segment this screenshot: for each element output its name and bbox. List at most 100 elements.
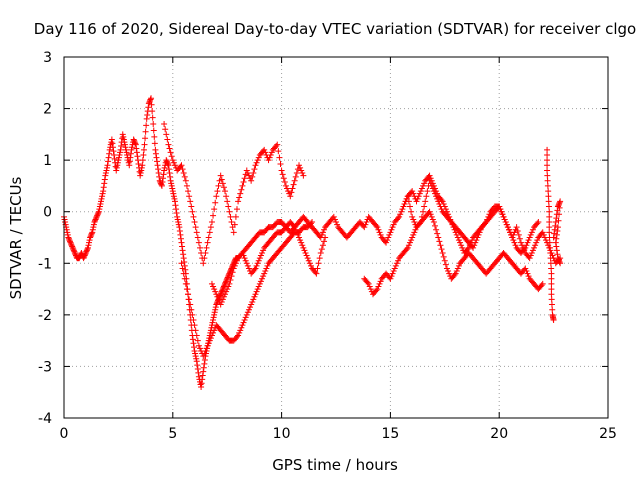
data-point [227, 277, 234, 284]
data-point [399, 206, 406, 213]
data-point [106, 150, 113, 157]
data-point [257, 278, 264, 285]
data-point [496, 203, 503, 210]
data-point [101, 176, 108, 183]
data-layer [61, 95, 564, 391]
data-point [452, 270, 459, 277]
data-point [404, 244, 411, 251]
data-point [97, 200, 104, 207]
data-point [192, 353, 199, 360]
data-point [104, 162, 111, 169]
data-point [111, 151, 118, 158]
data-point [454, 265, 461, 272]
data-point [83, 247, 90, 254]
data-point [140, 146, 147, 153]
data-point [319, 229, 326, 236]
data-point [235, 198, 242, 205]
data-point [546, 229, 553, 236]
data-point [82, 251, 89, 258]
data-point [164, 136, 171, 143]
data-point [222, 291, 229, 298]
data-point [138, 164, 145, 171]
data-point [168, 153, 175, 160]
data-point [483, 219, 490, 226]
data-point [189, 336, 196, 343]
data-point [242, 257, 249, 264]
data-point [237, 327, 244, 334]
data-point [169, 185, 176, 192]
data-point [293, 229, 300, 236]
data-point [208, 219, 215, 226]
data-point [198, 380, 205, 387]
series-mid-arcs [208, 219, 329, 308]
data-point [226, 280, 233, 287]
data-point [385, 234, 392, 241]
data-point [200, 368, 207, 375]
data-point [68, 242, 75, 249]
data-point [299, 242, 306, 249]
data-point [439, 198, 446, 205]
data-point [262, 149, 269, 156]
data-point [223, 288, 230, 295]
data-point [499, 211, 506, 218]
data-point [128, 146, 135, 153]
data-point [374, 286, 381, 293]
data-point [466, 242, 473, 249]
data-point [211, 327, 218, 334]
data-point [155, 170, 162, 177]
data-point [182, 266, 189, 273]
data-point [93, 215, 100, 222]
data-point [268, 149, 275, 156]
data-point [201, 350, 208, 357]
data-point [547, 249, 554, 256]
data-point [194, 234, 201, 241]
data-point [548, 301, 555, 308]
data-point [177, 235, 184, 242]
data-point [150, 121, 157, 128]
data-point [226, 208, 233, 215]
series-upper-arcs [161, 121, 307, 267]
data-point [205, 234, 212, 241]
data-point [197, 244, 203, 251]
data-point [554, 251, 561, 258]
data-point [149, 114, 156, 121]
data-point [211, 311, 218, 318]
data-point [252, 162, 259, 169]
data-point [510, 237, 517, 244]
data-point [189, 208, 196, 215]
data-point [420, 208, 427, 215]
data-point [539, 229, 546, 236]
data-point [334, 221, 341, 228]
data-point [240, 179, 247, 186]
data-point [264, 262, 271, 269]
data-point [387, 229, 394, 236]
data-point [553, 235, 560, 242]
data-point [557, 260, 564, 267]
data-point [83, 248, 90, 255]
data-point [132, 141, 139, 148]
data-point [191, 347, 198, 354]
x-tick-label: 5 [168, 426, 177, 442]
data-point [526, 255, 533, 262]
y-tick-label: 2 [43, 102, 52, 118]
data-point [556, 258, 563, 265]
data-point [245, 172, 252, 179]
data-point [160, 175, 167, 182]
data-point [292, 226, 299, 233]
data-point [150, 127, 157, 134]
data-point [159, 179, 166, 186]
data-point [527, 252, 534, 259]
data-point [137, 172, 144, 179]
data-point [241, 255, 248, 262]
data-point [528, 249, 535, 256]
data-point [236, 329, 243, 336]
data-point [127, 150, 134, 157]
data-point [86, 237, 93, 244]
data-point [452, 229, 459, 236]
data-point [203, 244, 210, 251]
data-point [129, 144, 135, 151]
data-point [90, 224, 97, 231]
data-point [421, 203, 428, 210]
data-point [186, 193, 193, 200]
data-point [302, 249, 309, 256]
